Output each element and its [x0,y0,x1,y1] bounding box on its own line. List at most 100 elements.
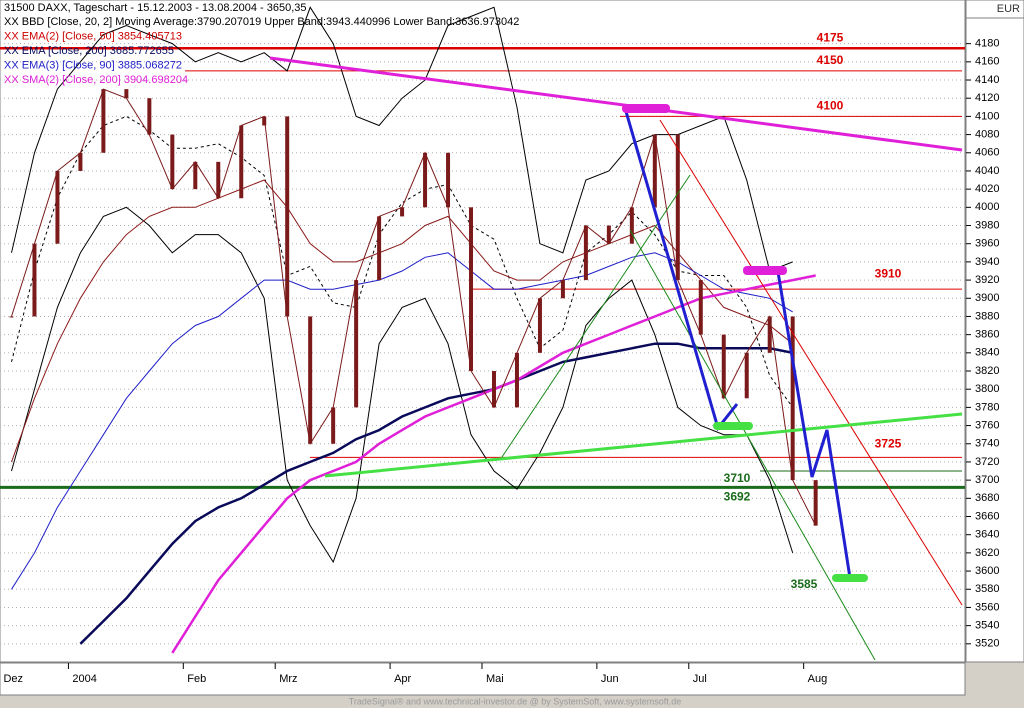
y-tick-label: 3980 [975,219,999,231]
price-bar [9,316,14,318]
x-axis-panel [0,662,966,696]
y-tick-label: 3760 [975,419,999,431]
y-tick-label: 3940 [975,256,999,268]
y-tick-label: 3660 [975,510,999,522]
y-tick-label: 3620 [975,547,999,559]
y-tick-label: 3860 [975,329,999,341]
x-tick-label: Mrz [279,673,297,685]
price-bar [308,316,313,444]
price-bar [606,225,611,244]
x-tick-label: Feb [187,673,206,685]
x-tick-label: Jul [693,673,707,685]
legend-entry: XX EMA [Close, 200] 3685.772655 [4,45,174,57]
y-tick-label: 3600 [975,565,999,577]
price-bar [239,125,244,199]
legend-entry: XX BBD [Close, 20, 2] Moving Average:379… [4,16,519,28]
y-tick-label: 4040 [975,165,999,177]
y-tick-label: 3820 [975,365,999,377]
series-line [11,252,793,590]
y-tick-label: 3540 [975,620,999,632]
level-label: 4175 [817,30,844,44]
y-tick-label: 3680 [975,492,999,504]
channel-line [629,229,876,661]
y-tick-label: 4060 [975,147,999,159]
price-bar [560,280,565,299]
marker [832,574,868,582]
level-label: 4150 [817,53,844,67]
price-bar [147,98,152,135]
marker [743,266,787,275]
price-bar [216,161,221,199]
price-bar [698,280,703,335]
price-bar [491,371,496,408]
price-bar [400,207,405,217]
price-bar [767,316,772,353]
x-tick-label: Mai [486,673,504,685]
level-label: 3585 [791,577,818,591]
x-tick-label: 2004 [72,673,96,685]
y-tick-label: 3520 [975,638,999,650]
x-tick-label: Apr [394,673,411,685]
y-tick-label: 4140 [975,74,999,86]
marker [713,422,753,430]
y-tick-label: 3740 [975,438,999,450]
price-bar [78,152,83,171]
price-bar [469,207,474,372]
level-label: 4100 [817,99,844,113]
price-bar [721,334,726,399]
y-tick-label: 3780 [975,401,999,413]
price-line [11,88,817,526]
price-bar [446,152,451,208]
x-tick-label: Dez [3,673,23,685]
y-tick-label: 3920 [975,274,999,286]
y-tick-label: 4020 [975,183,999,195]
level-label: 3692 [724,490,751,504]
legend-entry: XX EMA(2) [Close, 50] 3854.405713 [4,30,182,42]
support-line [324,412,963,478]
price-bar [193,161,198,190]
price-bar [423,152,428,208]
price-bar [331,407,336,444]
y-tick-label: 4100 [975,110,999,122]
series-line [79,342,793,645]
price-bar [583,225,588,281]
x-tick-label: Aug [808,673,828,685]
legend: 31500 DAXX, Tageschart - 15.12.2003 - 13… [4,2,519,86]
currency: EUR [997,3,1020,15]
price-bar [170,134,175,190]
y-tick-label: 4180 [975,38,999,50]
y-tick-label: 3640 [975,529,999,541]
level-label: 3910 [875,266,902,280]
price-bar [744,352,749,399]
price-bar [675,134,680,281]
upper-band [11,6,793,272]
price-bar [285,116,290,317]
price-bar [537,298,542,353]
y-tick-label: 4160 [975,56,999,68]
legend-entry: XX EMA(3) [Close, 90] 3885.068272 [4,59,182,71]
price-bar [101,89,106,153]
annotations [269,56,963,661]
y-tick-label: 4120 [975,92,999,104]
y-tick-label: 3960 [975,238,999,250]
price-bar [629,207,634,244]
currency-box [965,0,1024,19]
legend-entry: XX SMA(2) [Close, 200] 3904.698204 [4,74,188,86]
plot-area [0,0,966,663]
price-bar [55,170,60,244]
y-axis-panel [965,0,1024,663]
y-tick-label: 4000 [975,201,999,213]
level-label: 3725 [875,437,902,451]
price-bar [514,352,519,408]
y-tick-label: 3580 [975,583,999,595]
y-tick-label: 3900 [975,292,999,304]
price-bar [124,89,129,99]
y-tick-label: 3800 [975,383,999,395]
price-bar [652,134,657,208]
y-tick-label: 4080 [975,128,999,140]
projection-path [776,271,852,579]
footer: TradeSignal® and www.technical-investor.… [349,696,682,706]
chart-title: 31500 DAXX, Tageschart - 15.12.2003 - 13… [4,2,307,14]
x-tick-label: Jun [601,673,619,685]
